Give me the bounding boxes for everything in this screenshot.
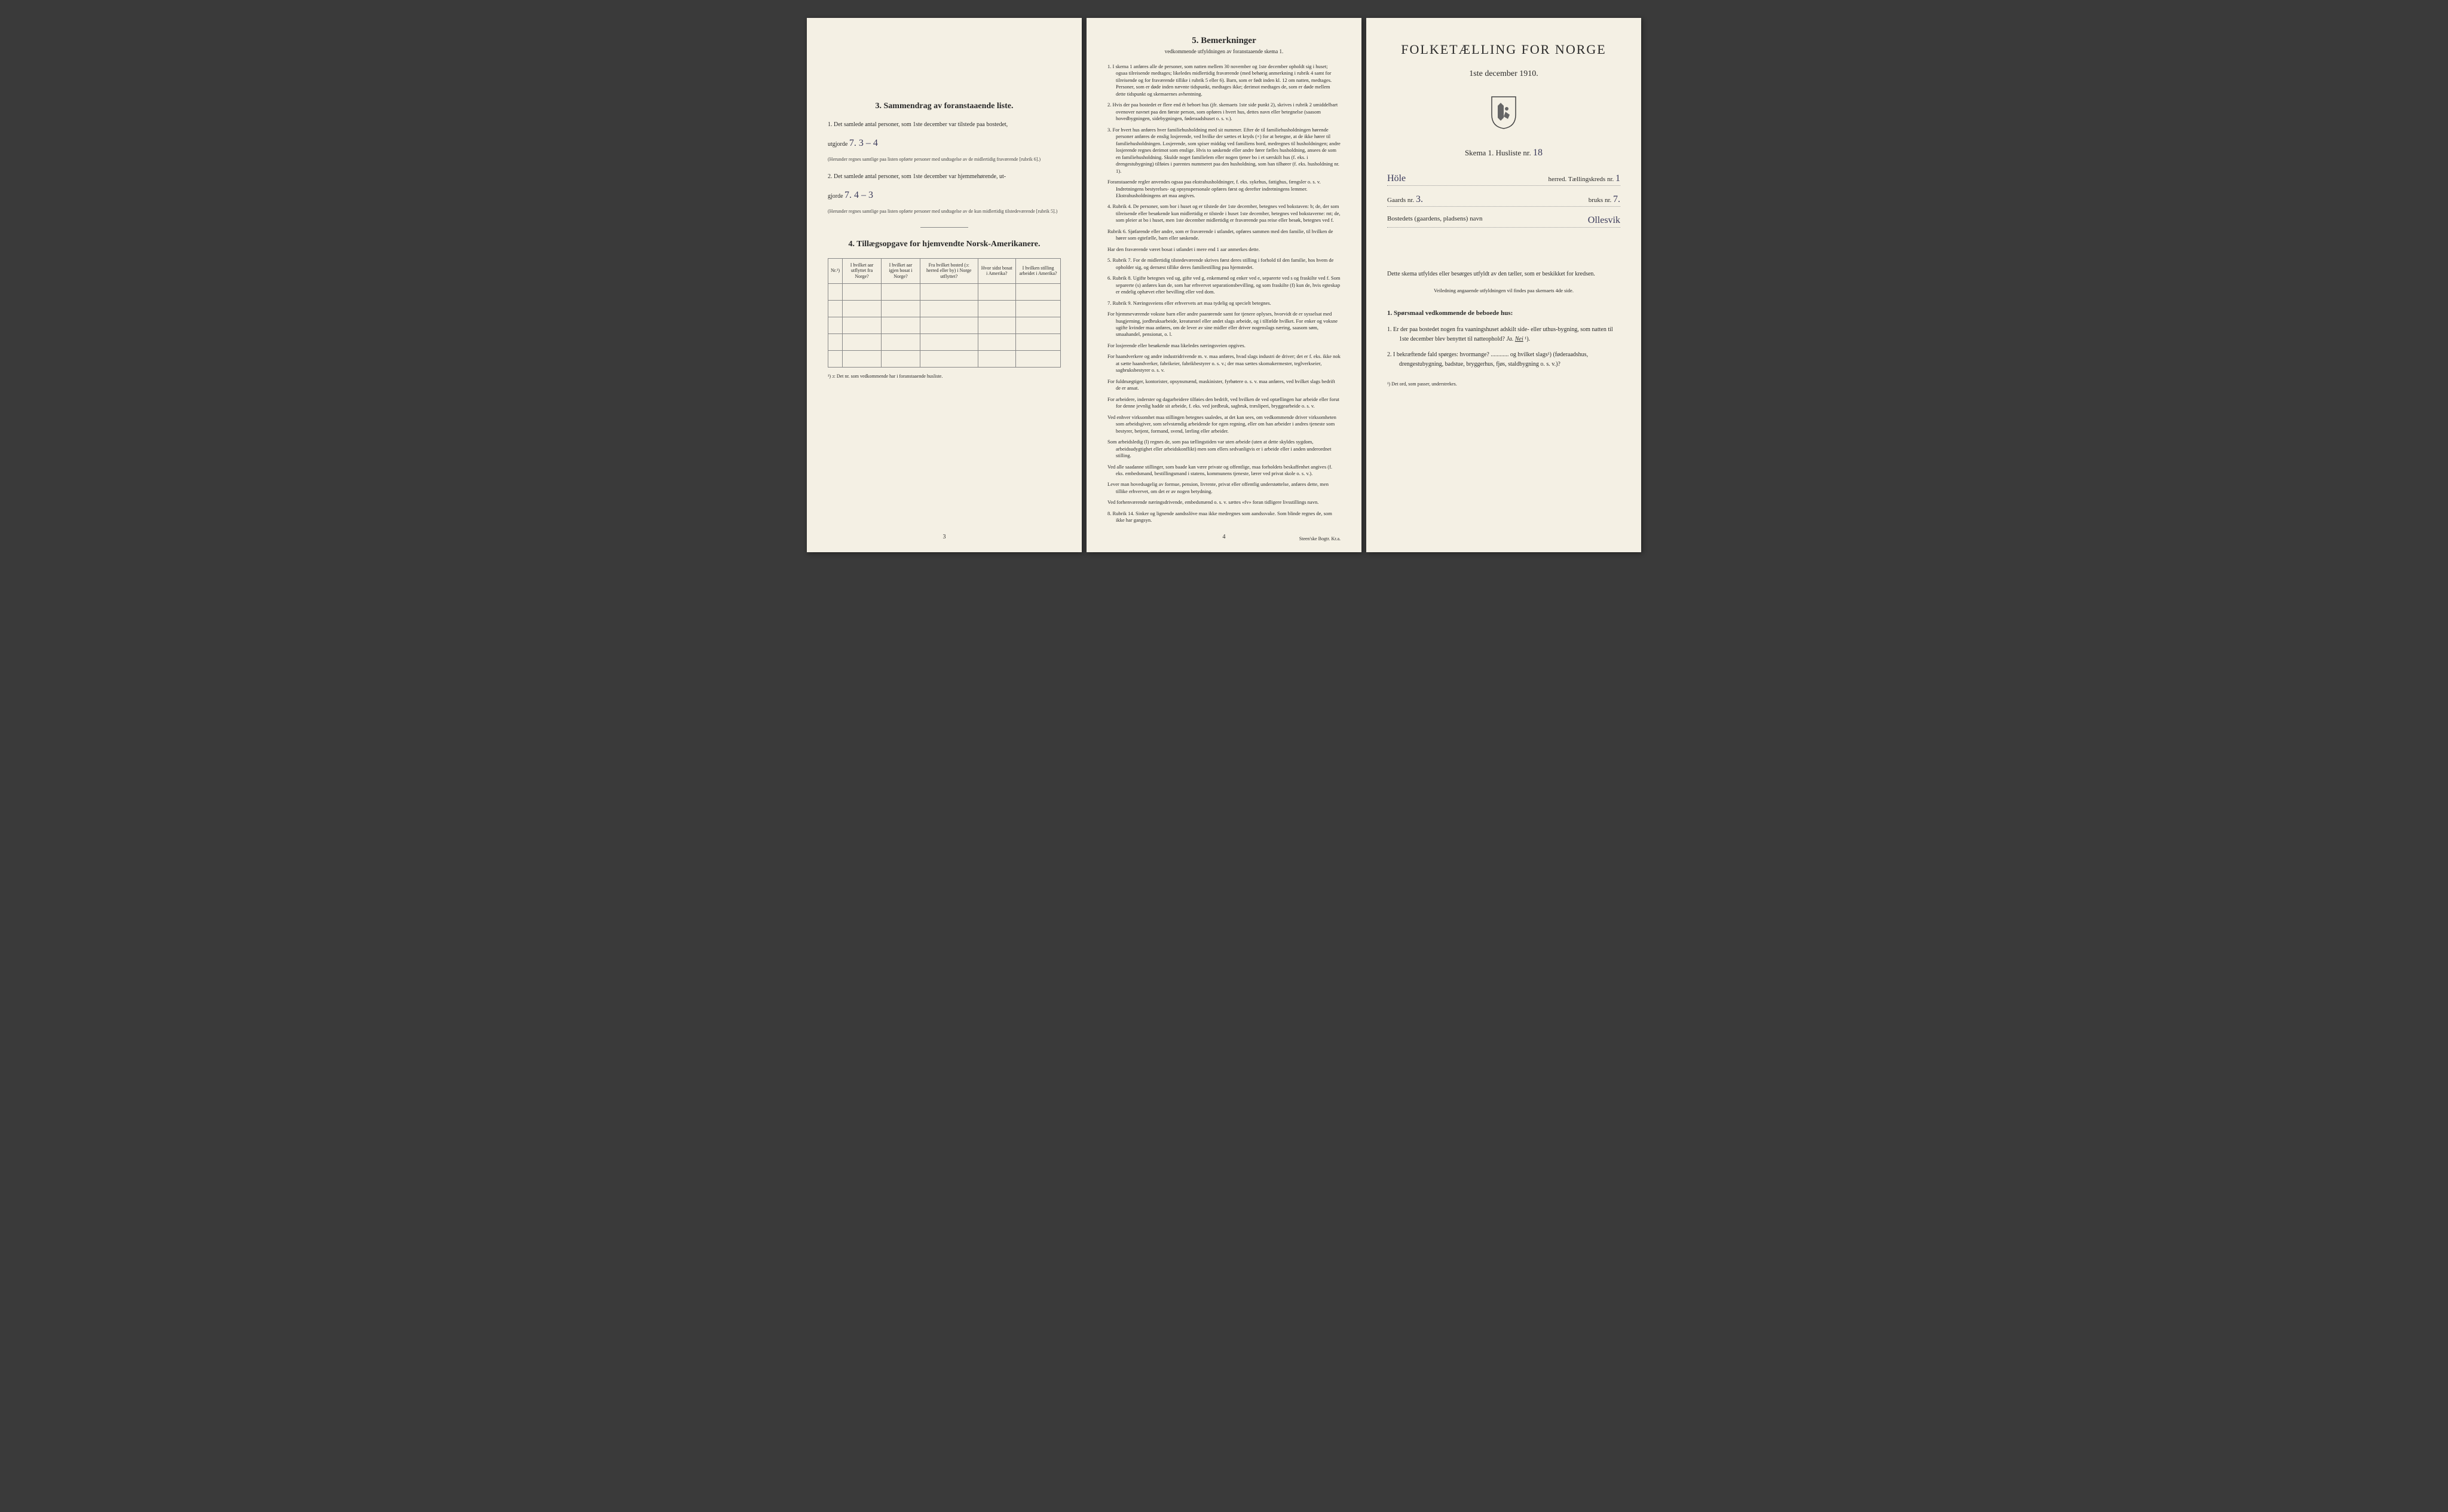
table-row bbox=[828, 333, 1061, 350]
filler-instruction: Dette skema utfyldes eller besørges utfy… bbox=[1387, 270, 1620, 278]
col-bosat: I hvilket aar igjen bosat i Norge? bbox=[882, 258, 920, 283]
table-row bbox=[828, 350, 1061, 367]
census-title: FOLKETÆLLING FOR NORGE bbox=[1387, 42, 1620, 57]
page-right: FOLKETÆLLING FOR NORGE 1ste december 191… bbox=[1366, 18, 1641, 552]
table-footnote: ¹) ɔ: Det nr. som vedkommende har i fora… bbox=[828, 374, 1061, 379]
gaards-value: 3. bbox=[1416, 194, 1423, 204]
bem-item: Lever man hovedsagelig av formue, pensio… bbox=[1107, 481, 1341, 495]
amerikanere-table: Nr.¹) I hvilket aar utflyttet fra Norge?… bbox=[828, 258, 1061, 368]
bem-item: 4. Rubrik 4. De personer, som bor i huse… bbox=[1107, 203, 1341, 224]
bem-item: 3. For hvert hus anføres hver familiehus… bbox=[1107, 127, 1341, 175]
table-body bbox=[828, 283, 1061, 367]
bem-item: For arbeidere, inderster og dagarbeidere… bbox=[1107, 396, 1341, 410]
bem-item: Har den fraværende været bosat i utlande… bbox=[1107, 246, 1341, 253]
page-number: 4 bbox=[1223, 534, 1226, 540]
guidance-note: Veiledning angaaende utfyldningen vil fi… bbox=[1387, 287, 1620, 293]
bruks-value: 7. bbox=[1613, 194, 1620, 204]
table-row bbox=[828, 300, 1061, 317]
bemerkninger-title: 5. Bemerkninger bbox=[1107, 36, 1341, 46]
bem-item: 2. Hvis der paa bostedet er flere end ét… bbox=[1107, 102, 1341, 122]
bem-item: Rubrik 6. Sjøfarende eller andre, som er… bbox=[1107, 228, 1341, 242]
gaards-field: Gaards nr. 3. bruks nr. 7. bbox=[1387, 194, 1620, 207]
kreds-value: 1 bbox=[1615, 173, 1620, 183]
col-utflyttet: I hvilket aar utflyttet fra Norge? bbox=[843, 258, 882, 283]
bem-item: Som arbeidsledig (l) regnes de, som paa … bbox=[1107, 439, 1341, 459]
divider bbox=[920, 227, 968, 228]
bem-item: For losjerende eller besøkende maa likel… bbox=[1107, 342, 1341, 349]
bem-item: Ved enhver virksomhet maa stillingen bet… bbox=[1107, 414, 1341, 434]
page-left: 3. Sammendrag av foranstaaende liste. 1.… bbox=[807, 18, 1082, 552]
bem-item: Ved forhenværende næringsdrivende, embed… bbox=[1107, 499, 1341, 506]
census-document: 3. Sammendrag av foranstaaende liste. 1.… bbox=[807, 18, 1641, 552]
col-nr: Nr.¹) bbox=[828, 258, 843, 283]
summary-note-2: (Herunder regnes samtlige paa listen opf… bbox=[828, 209, 1061, 215]
bemerkninger-subtitle: vedkommende utfyldningen av foranstaaend… bbox=[1107, 48, 1341, 54]
summary-item-2: 2. Det samlede antal personer, som 1ste … bbox=[828, 172, 1061, 181]
question-1: 1. Er der paa bostedet nogen fra vaaning… bbox=[1387, 325, 1620, 344]
page-middle: 5. Bemerkninger vedkommende utfyldningen… bbox=[1087, 18, 1361, 552]
col-stilling: I hvilken stilling arbeidet i Amerika? bbox=[1016, 258, 1061, 283]
question-2: 2. I bekræftende fald spørges: hvormange… bbox=[1387, 350, 1620, 369]
printer-credit: Steen'ske Bogtr. Kr.a. bbox=[1299, 536, 1341, 541]
section3-heading: 3. Sammendrag av foranstaaende liste. bbox=[828, 102, 1061, 111]
section4-heading: 4. Tillægsopgave for hjemvendte Norsk-Am… bbox=[828, 240, 1061, 249]
bem-item: Foranstaaende regler anvendes ogsaa paa … bbox=[1107, 179, 1341, 199]
bem-item: For hjemmeværende voksne barn eller andr… bbox=[1107, 311, 1341, 338]
bem-item: 1. I skema 1 anføres alle de personer, s… bbox=[1107, 63, 1341, 97]
handwritten-count-1: 7. 3 – 4 bbox=[849, 138, 878, 148]
husliste-number: 18 bbox=[1533, 148, 1543, 158]
bem-item: For haandverkere og andre industridriven… bbox=[1107, 353, 1341, 374]
summary-note-1: (Herunder regnes samtlige paa listen opf… bbox=[828, 157, 1061, 163]
coat-of-arms-icon bbox=[1387, 94, 1620, 133]
herred-field: Höle herred. Tællingskreds nr. 1 bbox=[1387, 173, 1620, 186]
bem-item: For fuldmægtiger, kontorister, opsynsmæn… bbox=[1107, 378, 1341, 392]
bem-item: Ved alle saadanne stillinger, som baade … bbox=[1107, 464, 1341, 478]
questions-block: 1. Spørsmaal vedkommende de beboede hus:… bbox=[1387, 308, 1620, 369]
bem-item: 7. Rubrik 9. Næringsveiens eller erhverv… bbox=[1107, 300, 1341, 307]
col-amerika: Hvor sidst bosat i Amerika? bbox=[978, 258, 1016, 283]
table-row bbox=[828, 317, 1061, 333]
handwritten-count-2: 7. 4 – 3 bbox=[844, 190, 873, 200]
bemerkninger-list: 1. I skema 1 anføres alle de personer, s… bbox=[1107, 63, 1341, 524]
bem-item: 8. Rubrik 14. Sinker og lignende aandssl… bbox=[1107, 510, 1341, 524]
q-footnote: ¹) Det ord, som passer, understrekes. bbox=[1387, 381, 1620, 387]
bem-item: 5. Rubrik 7. For de midlertidig tilstede… bbox=[1107, 257, 1341, 271]
table-row bbox=[828, 283, 1061, 300]
bosted-value: Ollesvik bbox=[1588, 215, 1620, 226]
skema-line: Skema 1. Husliste nr. 18 bbox=[1387, 148, 1620, 158]
question-header: 1. Spørsmaal vedkommende de beboede hus: bbox=[1387, 308, 1620, 319]
herred-value: Höle bbox=[1387, 173, 1406, 184]
col-bosted: Fra hvilket bosted (ɔ: herred eller by) … bbox=[920, 258, 978, 283]
page-number: 3 bbox=[943, 534, 946, 540]
bem-item: 6. Rubrik 8. Ugifte betegnes ved ug, gif… bbox=[1107, 275, 1341, 295]
bosted-field: Bostedets (gaardens, pladsens) navn Olle… bbox=[1387, 215, 1620, 228]
summary-value-1: utgjorde 7. 3 – 4 bbox=[828, 136, 1061, 151]
summary-item-1: 1. Det samlede antal personer, som 1ste … bbox=[828, 120, 1061, 129]
census-date: 1ste december 1910. bbox=[1387, 69, 1620, 79]
summary-value-2: gjorde 7. 4 – 3 bbox=[828, 188, 1061, 203]
